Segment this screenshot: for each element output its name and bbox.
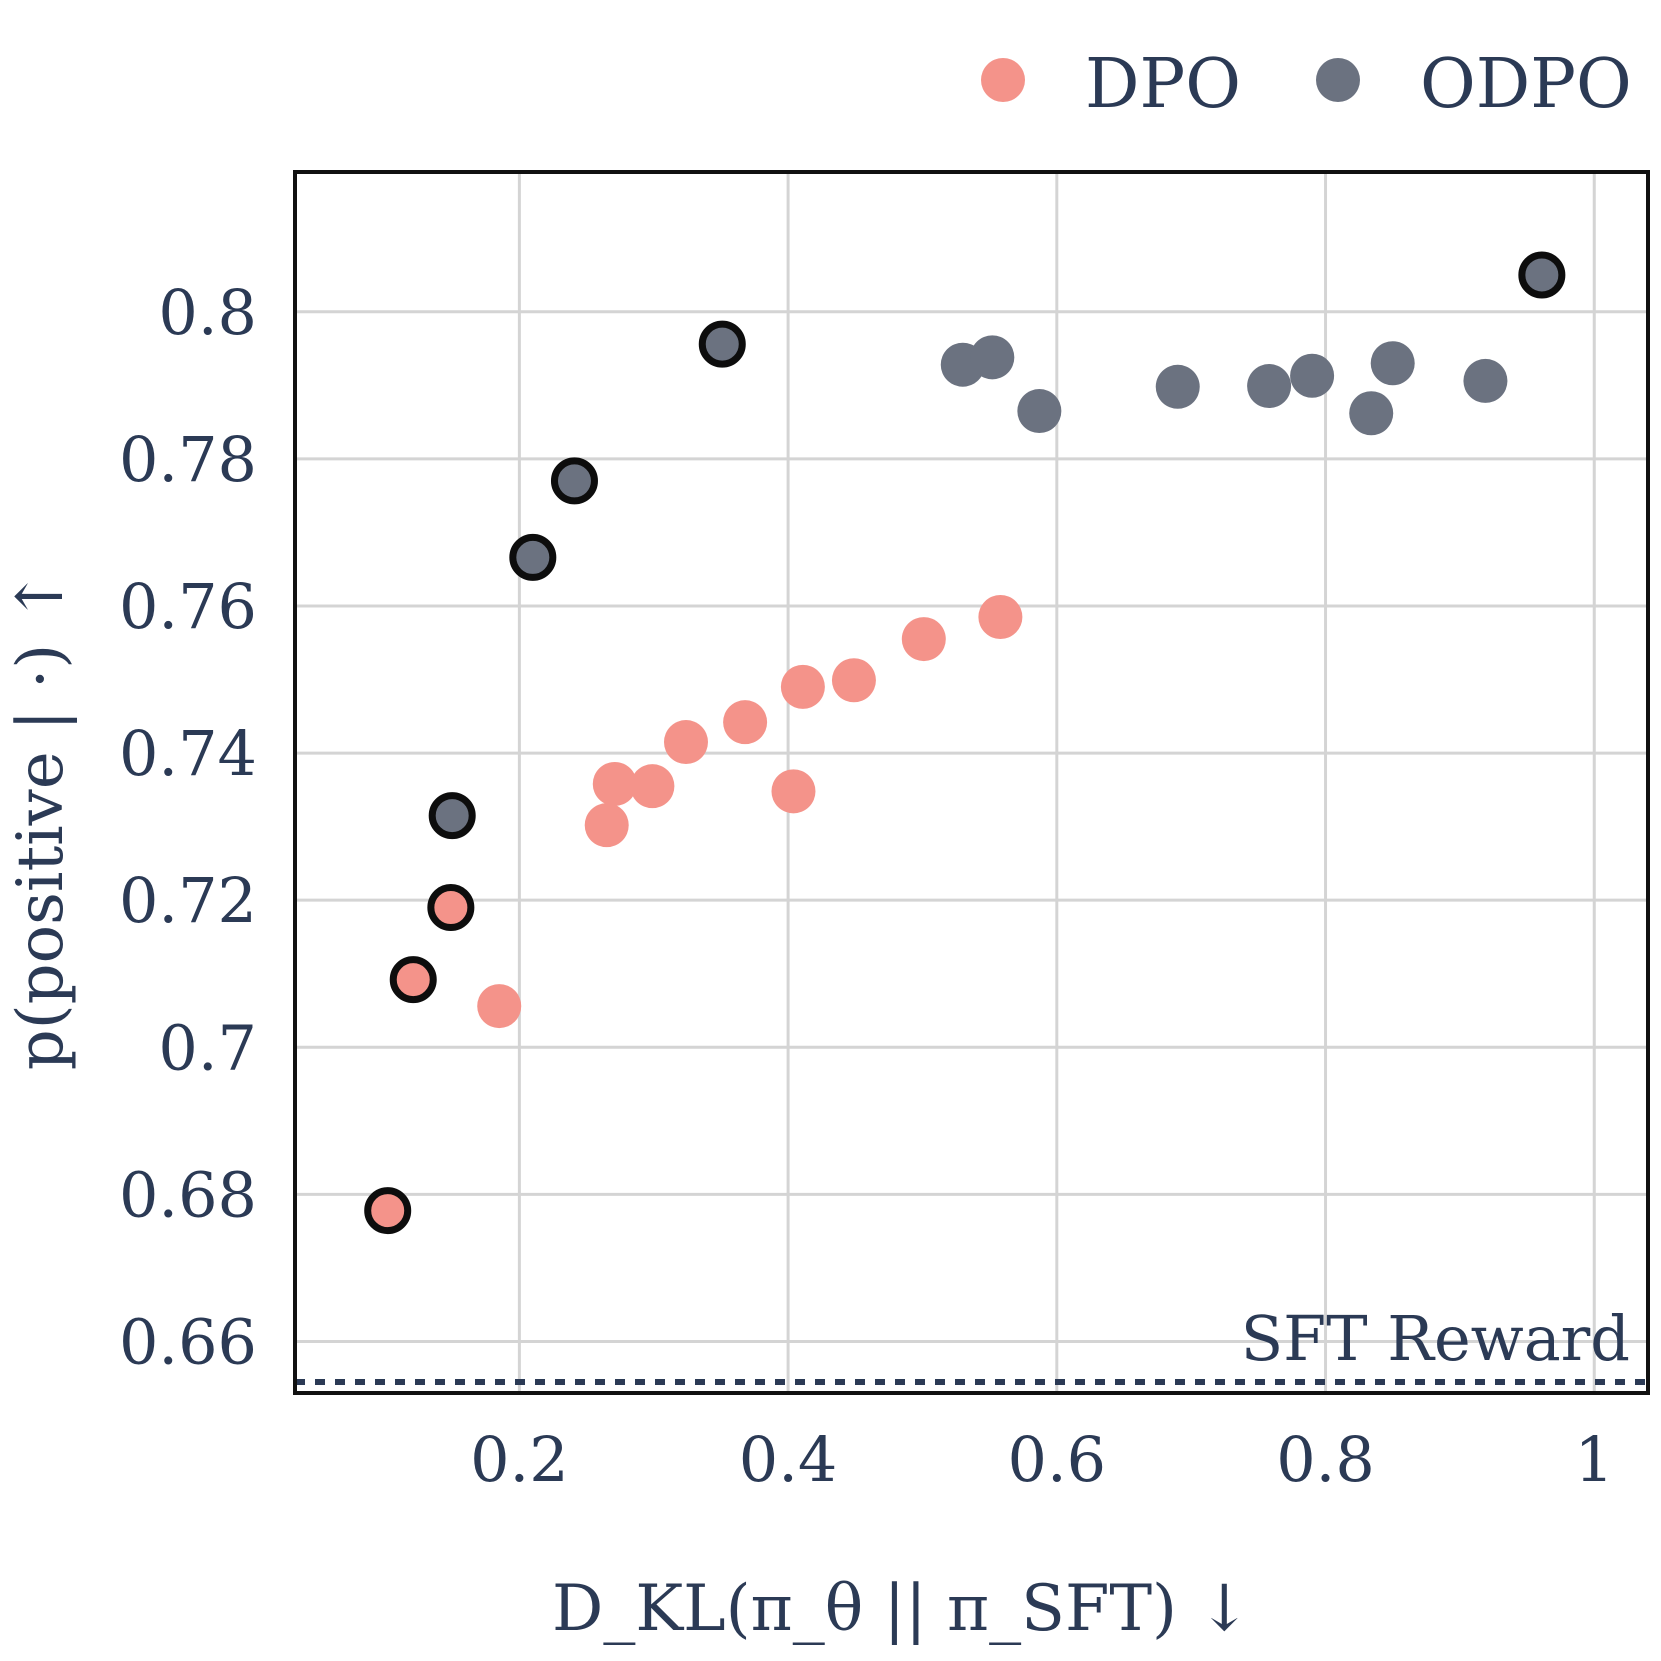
y-tick-label: 0.72 (119, 864, 257, 937)
data-point-odpo (1370, 341, 1415, 386)
data-point-dpo (630, 764, 675, 809)
data-point-dpo (427, 884, 475, 932)
data-point-odpo (1247, 364, 1292, 409)
y-tick-label: 0.68 (119, 1158, 257, 1231)
x-tick-label: 0.8 (1276, 1423, 1375, 1496)
y-tick-label: 0.76 (119, 570, 257, 643)
data-point-odpo (970, 335, 1015, 380)
legend-label-odpo: ODPO (1420, 45, 1632, 124)
data-point-odpo (1518, 251, 1566, 299)
data-point-odpo (509, 533, 557, 581)
data-point-odpo (1155, 364, 1200, 409)
x-axis-ticks: 0.2 0.4 0.6 0.8 1 (470, 1423, 1614, 1496)
x-tick-label: 0.2 (470, 1423, 569, 1496)
data-point-odpo (1017, 389, 1062, 434)
data-point-odpo (698, 320, 746, 368)
data-point-dpo (663, 720, 708, 765)
data-point-odpo (550, 457, 598, 505)
data-point-dpo (584, 803, 629, 848)
data-point-dpo (771, 769, 816, 814)
data-point-odpo (1349, 391, 1394, 436)
data-point-dpo (592, 761, 637, 806)
y-tick-label: 0.8 (158, 276, 257, 349)
x-tick-label: 1 (1575, 1423, 1614, 1496)
data-point-dpo (780, 664, 825, 709)
x-tick-label: 0.6 (1008, 1423, 1107, 1496)
legend-marker-odpo (1316, 58, 1360, 102)
data-point-odpo (1463, 358, 1508, 403)
legend-marker-dpo (981, 58, 1025, 102)
data-point-dpo (901, 617, 946, 662)
data-point-dpo (831, 658, 876, 703)
grid-lines (295, 172, 1648, 1393)
data-point-dpo (723, 700, 768, 745)
y-tick-label: 0.78 (119, 423, 257, 496)
x-tick-label: 0.4 (739, 1423, 838, 1496)
data-point-odpo (428, 792, 476, 840)
y-tick-label: 0.7 (158, 1011, 257, 1084)
data-point-dpo (364, 1187, 412, 1235)
data-point-odpo (1290, 353, 1335, 398)
data-points (364, 251, 1566, 1235)
sft-reward-label: SFT Reward (1241, 1302, 1630, 1375)
data-point-dpo (477, 984, 522, 1029)
plot-frame (293, 170, 1650, 1395)
data-point-dpo (389, 956, 437, 1004)
y-tick-label: 0.74 (119, 717, 257, 790)
data-point-dpo (978, 595, 1023, 640)
x-axis-label: D_KL(π_θ || π_SFT) ↓ (552, 1572, 1251, 1646)
legend-label-dpo: DPO (1085, 45, 1241, 124)
y-axis-ticks: 0.66 0.68 0.7 0.72 0.74 0.76 0.78 0.8 (119, 276, 257, 1379)
legend: DPO ODPO (981, 45, 1632, 124)
y-tick-label: 0.66 (119, 1306, 257, 1379)
y-axis-label: p(positive | ·) ↑ (4, 570, 78, 1071)
